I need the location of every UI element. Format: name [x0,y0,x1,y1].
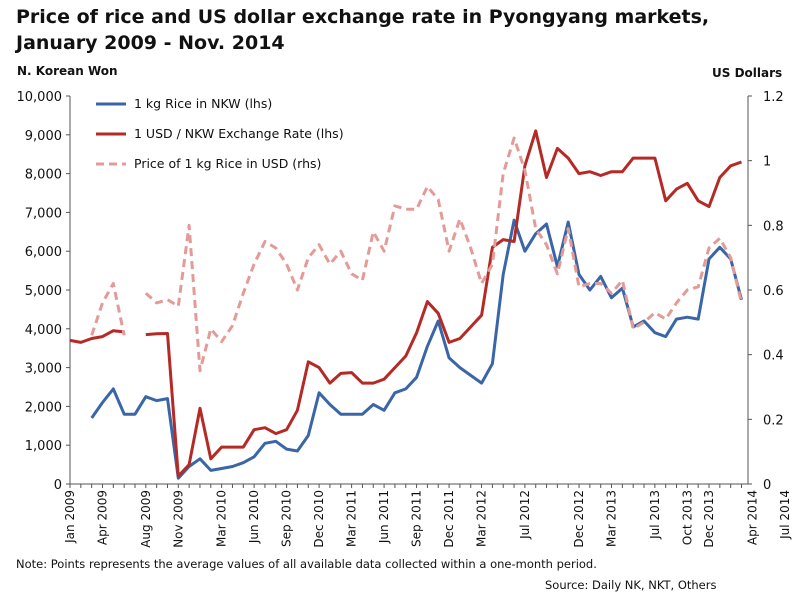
x-axis-tick-label: Apr 2009 [95,490,109,545]
x-axis-tick-label: Dec 2013 [702,490,716,548]
axes-layer: 0 1,000 2,000 3,000 4,000 5,000 6,000 7,000 8,00… [17,90,792,548]
x-axis-tick-label: Jun 2010 [247,490,261,544]
x-axis-tick-label: Dec 2011 [442,490,456,548]
series-line-2 [69,129,742,478]
legend-label: 1 kg Rice in NKW (lhs) [134,96,272,111]
x-axis-tick-label: Oct 2013 [680,490,694,545]
legend: 1 kg Rice in NKW (lhs) 1 USD / NKW Exchan… [96,96,344,171]
right-axis-unit-label: US Dollars [712,66,783,80]
x-axis-tick-label: Sep 2010 [280,490,294,547]
series-layer [69,129,743,480]
x-axis-tick-label: Jul 2012 [518,490,532,540]
left-axis-tick-label: 0 [54,478,62,493]
x-axis-tick-label: Jul 2013 [648,490,662,540]
x-axis-tick-label: Dec 2012 [572,490,586,548]
source-credit: Source: Daily NK, NKT, Others [545,578,717,592]
right-axis-tick-label: 0 [763,478,771,493]
x-axis-tick-label: Mar 2012 [475,490,489,547]
left-axis-tick-label: 3,000 [25,362,62,377]
left-axis-tick-label: 6,000 [25,245,62,260]
x-axis-tick-label: Sep 2011 [410,490,424,547]
x-axis-tick-label: Mar 2013 [605,490,619,547]
right-axis-tick-label: 0.8 [763,219,784,234]
left-axis-tick-label: 8,000 [25,168,62,183]
legend-label: Price of 1 kg Rice in USD (rhs) [134,156,321,171]
x-axis-tick-label: Aug 2009 [139,490,153,548]
left-axis-tick-label: 7,000 [25,206,62,221]
legend-label: 1 USD / NKW Exchange Rate (lhs) [134,126,344,141]
x-axis-tick-label: Nov 2009 [171,490,185,548]
left-axis-unit-label: N. Korean Won [17,64,118,78]
series-line-3 [90,136,743,373]
x-axis-tick-label: Jun 2011 [377,490,391,544]
left-axis-tick-label: 2,000 [25,400,62,415]
chart-title: Price of rice and US dollar exchange rat… [16,6,710,54]
x-axis-tick-label: Dec 2010 [312,490,326,548]
x-axis-tick-label: Jul 2014 [778,490,792,540]
right-axis-tick-label: 0.4 [763,349,784,364]
left-axis-tick-label: 9,000 [25,129,62,144]
x-axis-tick-label: Mar 2011 [345,490,359,547]
right-axis-tick-label: 1 [763,155,771,170]
left-axis-tick-label: 1,000 [25,439,62,454]
series-line-1 [90,218,743,480]
left-axis-tick-label: 5,000 [25,284,62,299]
footnote: Note: Points represents the average valu… [16,557,597,571]
right-axis-tick-label: 0.2 [763,413,784,428]
left-axis-tick-label: 4,000 [25,323,62,338]
x-axis-tick-label: Apr 2014 [745,490,759,545]
right-axis-tick-label: 1.2 [763,90,784,105]
x-axis-tick-label: Mar 2010 [215,490,229,547]
left-axis-tick-label: 10,000 [17,90,63,105]
x-axis-tick-label: Jan 2009 [63,490,77,544]
right-axis-tick-label: 0.6 [763,284,784,299]
